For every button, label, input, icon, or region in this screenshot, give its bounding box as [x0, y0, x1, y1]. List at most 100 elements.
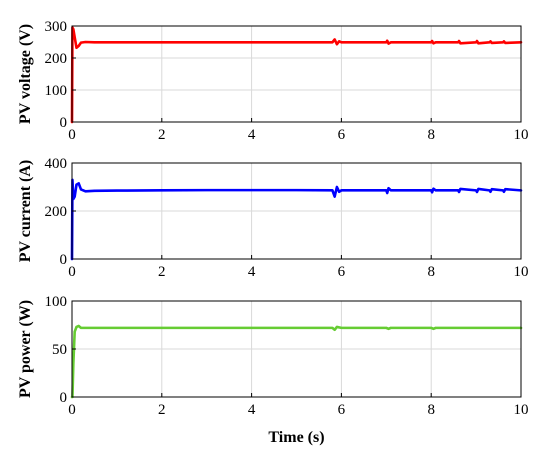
- voltage-y-tick-label: 100: [45, 83, 68, 99]
- power-x-tick-label: 4: [248, 402, 256, 418]
- current-data-point: [476, 191, 478, 193]
- current-x-tick-label: 10: [514, 264, 529, 280]
- voltage-x-tick-label: 2: [158, 127, 166, 143]
- voltage-data-point: [476, 40, 478, 42]
- power-data-point: [75, 326, 78, 328]
- voltage-data-point: [84, 41, 87, 43]
- current-data-point: [387, 187, 390, 189]
- voltage-plot-frame: [71, 25, 522, 123]
- power-data-point: [331, 327, 334, 329]
- current-data-point: [331, 189, 334, 192]
- voltage-data-point: [75, 46, 78, 49]
- voltage-data-point: [250, 41, 253, 44]
- voltage-x-tick-label: 8: [427, 127, 435, 143]
- power-y-tick-label: 0: [60, 390, 68, 406]
- current-data-point: [457, 189, 459, 192]
- current-data-point: [434, 189, 437, 192]
- current-x-tick-label: 8: [427, 264, 435, 280]
- voltage-data-point: [80, 41, 82, 44]
- current-data-point: [504, 188, 507, 190]
- power-series-line: [70, 324, 523, 399]
- power-data-point: [80, 327, 82, 329]
- voltage-data-point: [489, 40, 492, 43]
- current-y-tick-label: 200: [45, 204, 68, 220]
- current-data-point: [477, 188, 480, 190]
- voltage-data-point: [333, 38, 336, 41]
- current-data-point: [389, 189, 392, 192]
- power-data-point: [475, 327, 477, 329]
- voltage-data-point: [477, 42, 480, 45]
- current-data-point: [475, 189, 477, 192]
- current-data-point: [77, 182, 80, 185]
- current-data-point: [93, 190, 96, 192]
- current-data-point: [431, 191, 433, 194]
- voltage-data-point: [458, 40, 460, 42]
- power-x-tick-label: 10: [514, 402, 529, 418]
- voltage-series-line: [70, 26, 523, 124]
- power-data-point: [336, 326, 338, 328]
- voltage-x-tick-label: 6: [338, 127, 346, 143]
- voltage-data-point: [93, 41, 96, 44]
- current-data-point: [250, 189, 253, 191]
- voltage-data-point: [430, 41, 433, 44]
- power-data-point: [385, 327, 388, 329]
- power-data-point: [432, 328, 435, 330]
- current-x-tick-label: 2: [158, 264, 166, 280]
- current-series-line: [70, 178, 523, 261]
- power-x-tick-label: 0: [68, 402, 76, 418]
- voltage-data-point: [338, 40, 340, 43]
- voltage-data-point: [73, 36, 76, 38]
- voltage-data-point: [116, 41, 118, 44]
- current-data-point: [161, 189, 163, 192]
- voltage-data-point: [432, 42, 435, 45]
- power-x-tick-label: 6: [338, 402, 346, 418]
- power-data-point: [72, 362, 75, 365]
- voltage-data-point: [161, 41, 163, 44]
- voltage-data-point: [386, 39, 388, 42]
- current-data-point: [386, 192, 388, 194]
- voltage-data-point: [387, 42, 390, 45]
- current-data-point: [502, 189, 504, 192]
- voltage-data-point: [389, 41, 392, 44]
- current-data-point: [295, 189, 298, 191]
- voltage-data-point: [331, 41, 334, 44]
- voltage-data-point: [340, 41, 343, 44]
- current-panel: 0 2 4 6 8 10 0 200 400 PV current (A): [17, 156, 529, 280]
- current-data-point: [336, 186, 338, 188]
- current-y-axis-label: PV current (A): [17, 160, 34, 263]
- current-x-tick-label: 6: [338, 264, 346, 280]
- current-data-point: [205, 189, 208, 191]
- current-y-tick-label: 0: [60, 252, 68, 268]
- voltage-data-point: [431, 40, 433, 42]
- power-y-tick-label: 50: [52, 342, 67, 358]
- current-data-point: [72, 198, 75, 200]
- current-data-point: [432, 187, 435, 190]
- current-data-point: [84, 190, 87, 193]
- voltage-data-point: [385, 41, 388, 44]
- current-y-tick-label: 400: [45, 156, 68, 172]
- current-x-tick-label: 0: [68, 264, 76, 280]
- power-y-tick-label: 100: [45, 294, 68, 310]
- current-data-point: [80, 188, 82, 191]
- power-data-point: [333, 329, 336, 331]
- voltage-y-tick-label: 200: [45, 51, 68, 67]
- power-data-point: [434, 327, 437, 329]
- power-data-point: [389, 327, 392, 329]
- voltage-y-tick-label: 0: [60, 115, 68, 131]
- power-data-point: [430, 327, 433, 329]
- voltage-data-point: [336, 43, 338, 46]
- current-data-point: [340, 189, 343, 192]
- voltage-y-axis-label: PV voltage (V): [17, 24, 34, 124]
- voltage-data-point: [504, 42, 507, 44]
- voltage-y-tick-label: 300: [45, 19, 68, 35]
- voltage-data-point: [475, 41, 477, 44]
- power-data-point: [250, 327, 253, 329]
- power-data-point: [205, 327, 208, 329]
- power-data-point: [77, 325, 80, 327]
- current-data-point: [338, 191, 340, 193]
- current-data-point: [489, 191, 492, 193]
- voltage-data-point: [434, 41, 437, 44]
- current-data-point: [488, 189, 491, 192]
- voltage-data-point: [72, 28, 75, 31]
